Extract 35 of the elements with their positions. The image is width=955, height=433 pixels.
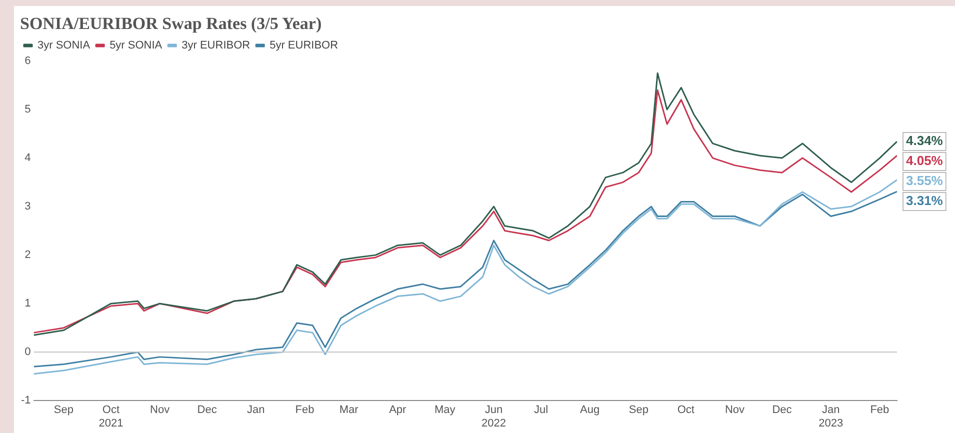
x-tick-label: Sep <box>54 404 74 416</box>
x-tick-label: Dec <box>772 404 792 416</box>
x-tick-label: May <box>434 404 456 416</box>
legend-label: 5yr EURIBOR <box>270 40 338 52</box>
data-label: 3.31% <box>906 193 944 208</box>
x-tick-label: Jul <box>534 404 548 416</box>
legend-label: 5yr SONIA <box>110 40 163 52</box>
legend-label: 3yr EURIBOR <box>182 40 250 52</box>
y-tick-label: 0 <box>24 346 31 358</box>
y-tick-label: 4 <box>24 152 31 164</box>
x-tick-label: Dec <box>197 404 218 416</box>
y-tick-label: 5 <box>24 104 31 116</box>
x-tick-label: Jan 2023 <box>818 404 844 430</box>
x-tick-label: Nov <box>150 404 170 416</box>
x-tick-label: Nov <box>724 404 746 416</box>
chart-title: SONIA/EURIBOR Swap Rates (3/5 Year) <box>20 14 322 34</box>
x-tick-label: Aug <box>580 404 600 416</box>
data-label: 3.55% <box>906 173 944 188</box>
x-tick-label: Feb <box>295 404 314 416</box>
data-label: 4.34% <box>906 133 944 148</box>
y-tick-label: 6 <box>24 55 31 68</box>
x-tick-label: Feb <box>870 404 890 416</box>
data-label: 4.05% <box>906 153 944 168</box>
legend-label: 3yr SONIA <box>38 40 91 52</box>
y-tick-label: 2 <box>24 249 31 262</box>
y-tick-label: -1 <box>21 394 31 407</box>
x-tick-label: Apr <box>389 404 407 416</box>
x-tick-label: Mar <box>339 404 359 416</box>
x-tick-label: Jan <box>247 404 265 416</box>
x-tick-label: Jun 2022 <box>482 404 506 430</box>
x-tick-label: Oct <box>677 404 694 416</box>
x-tick-label: Oct 2021 <box>98 404 124 430</box>
y-tick-label: 1 <box>24 298 31 310</box>
y-tick-label: 3 <box>24 200 31 213</box>
x-tick-label: Sep <box>628 404 648 416</box>
